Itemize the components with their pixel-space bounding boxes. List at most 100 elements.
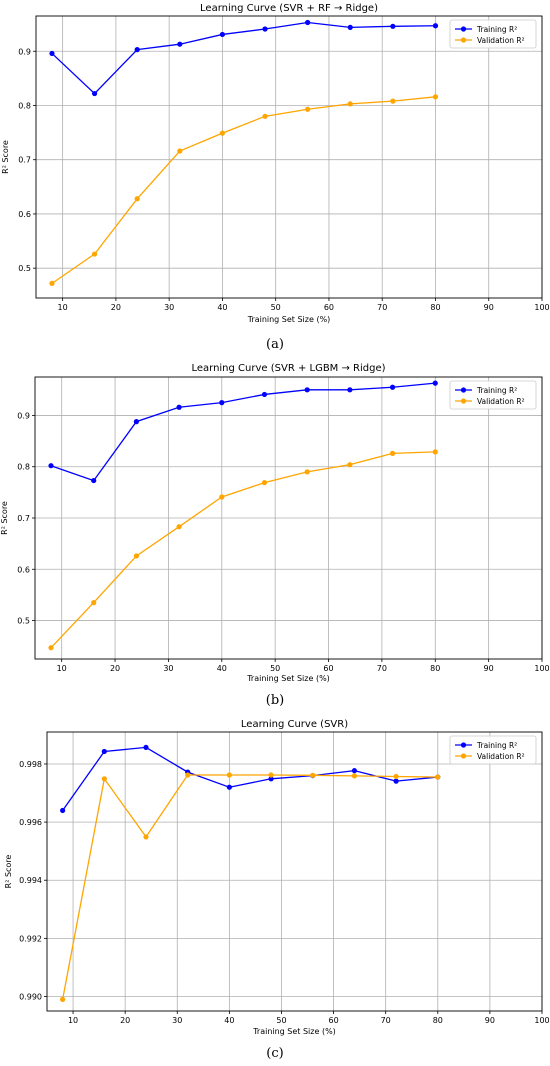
data-point [310, 772, 316, 778]
data-point [347, 462, 353, 468]
x-tick-label: 80 [430, 664, 440, 673]
legend-marker [460, 26, 467, 32]
data-point [393, 773, 399, 780]
data-point [91, 600, 97, 606]
data-point [134, 196, 140, 202]
legend-box [449, 735, 537, 765]
y-tick-label: 0.998 [19, 760, 42, 769]
legend-marker [460, 753, 467, 759]
legend-marker [460, 398, 467, 404]
data-point [351, 768, 358, 774]
legend-label: Training R² [476, 386, 517, 395]
legend-label: Validation R² [477, 752, 525, 761]
data-point [432, 94, 439, 100]
legend-label: Training R² [476, 741, 517, 750]
y-tick-label: 0.7 [17, 514, 30, 523]
data-point [390, 98, 396, 104]
y-tick-label: 0.9 [18, 47, 31, 56]
x-tick-label: 50 [276, 1016, 286, 1025]
x-tick-label: 40 [217, 664, 227, 673]
data-point [219, 130, 226, 136]
data-point [219, 400, 225, 406]
legend: Training R² Validation R² [449, 735, 537, 765]
data-point [261, 480, 268, 486]
legend-box [449, 380, 537, 410]
data-point [305, 106, 311, 112]
data-point [91, 477, 97, 484]
data-point [432, 449, 438, 455]
data-point [185, 772, 191, 778]
y-tick-label: 0.8 [17, 463, 30, 472]
data-point [347, 387, 353, 393]
plot-frame [46, 731, 543, 1012]
x-axis-label: Training Set Size (%) [246, 674, 330, 683]
series-line-0 [50, 382, 436, 482]
x-tick-label: 100 [534, 664, 549, 673]
y-tick-label: 0.990 [19, 992, 42, 1001]
x-tick-label: 90 [484, 303, 494, 312]
data-point [133, 419, 139, 425]
grid-lines [47, 732, 543, 1011]
y-tick-label: 0.9 [17, 411, 30, 420]
y-axis-label: R² Score [0, 501, 9, 535]
y-tick-label: 0.994 [19, 876, 42, 885]
data-point [262, 26, 268, 32]
x-tick-label: 90 [484, 664, 494, 673]
data-point [176, 524, 182, 530]
data-point [134, 47, 140, 53]
x-tick-label: 90 [485, 1016, 495, 1025]
chart-c: 10 20 30 40 50 60 70 80 90 100 0.990 0.992 0.994 0.99… [4, 719, 550, 1036]
y-tick-label: 0.6 [18, 210, 31, 219]
y-axis-label: R² Score [1, 140, 10, 174]
x-tick-label: 20 [111, 303, 121, 312]
x-tick-label: 60 [323, 664, 333, 673]
data-point [347, 101, 353, 107]
data-point [351, 773, 358, 779]
data-point [389, 450, 396, 456]
data-point [143, 834, 149, 840]
y-tick-label: 0.6 [17, 565, 30, 574]
data-point [91, 251, 98, 257]
series-line-0 [51, 21, 436, 95]
series-line-1 [50, 451, 436, 649]
data-point [60, 996, 66, 1002]
data-point [262, 113, 268, 119]
x-tick-label: 20 [110, 664, 120, 673]
data-point [177, 148, 183, 154]
y-tick-label: 0.992 [19, 934, 42, 943]
x-tick-label: 20 [120, 1016, 130, 1025]
x-tick-label: 30 [163, 664, 173, 673]
y-tick-label: 0.8 [18, 101, 31, 110]
data-point [347, 24, 353, 30]
data-point [435, 774, 441, 780]
data-point [226, 784, 232, 790]
y-tick-label: 0.996 [19, 818, 42, 827]
data-point [177, 41, 183, 47]
plot-frame [35, 15, 543, 299]
x-tick-label: 30 [164, 303, 174, 312]
series-line-1 [51, 96, 436, 284]
data-point [305, 19, 311, 26]
grid-lines [35, 377, 543, 659]
data-point [226, 772, 232, 778]
data-point [91, 90, 98, 97]
y-axis-label: R² Score [4, 855, 13, 889]
data-point [49, 280, 55, 286]
x-tick-label: 100 [534, 1016, 549, 1025]
data-point [143, 744, 149, 751]
x-tick-label: 60 [328, 1016, 338, 1025]
legend-marker [460, 742, 467, 748]
legend-label: Validation R² [477, 36, 525, 45]
data-point [261, 391, 268, 398]
y-tick-label: 0.5 [18, 264, 31, 273]
series-line-0 [62, 746, 438, 811]
panel-label-a: (a) [266, 337, 284, 352]
y-tick-label: 0.5 [17, 617, 30, 626]
legend: Training R² Validation R² [449, 380, 537, 410]
x-tick-label: 70 [377, 664, 387, 673]
x-tick-label: 60 [324, 303, 334, 312]
data-point [268, 776, 274, 782]
legend-marker [460, 37, 467, 43]
legend-label: Validation R² [477, 397, 525, 406]
x-tick-label: 70 [377, 303, 387, 312]
